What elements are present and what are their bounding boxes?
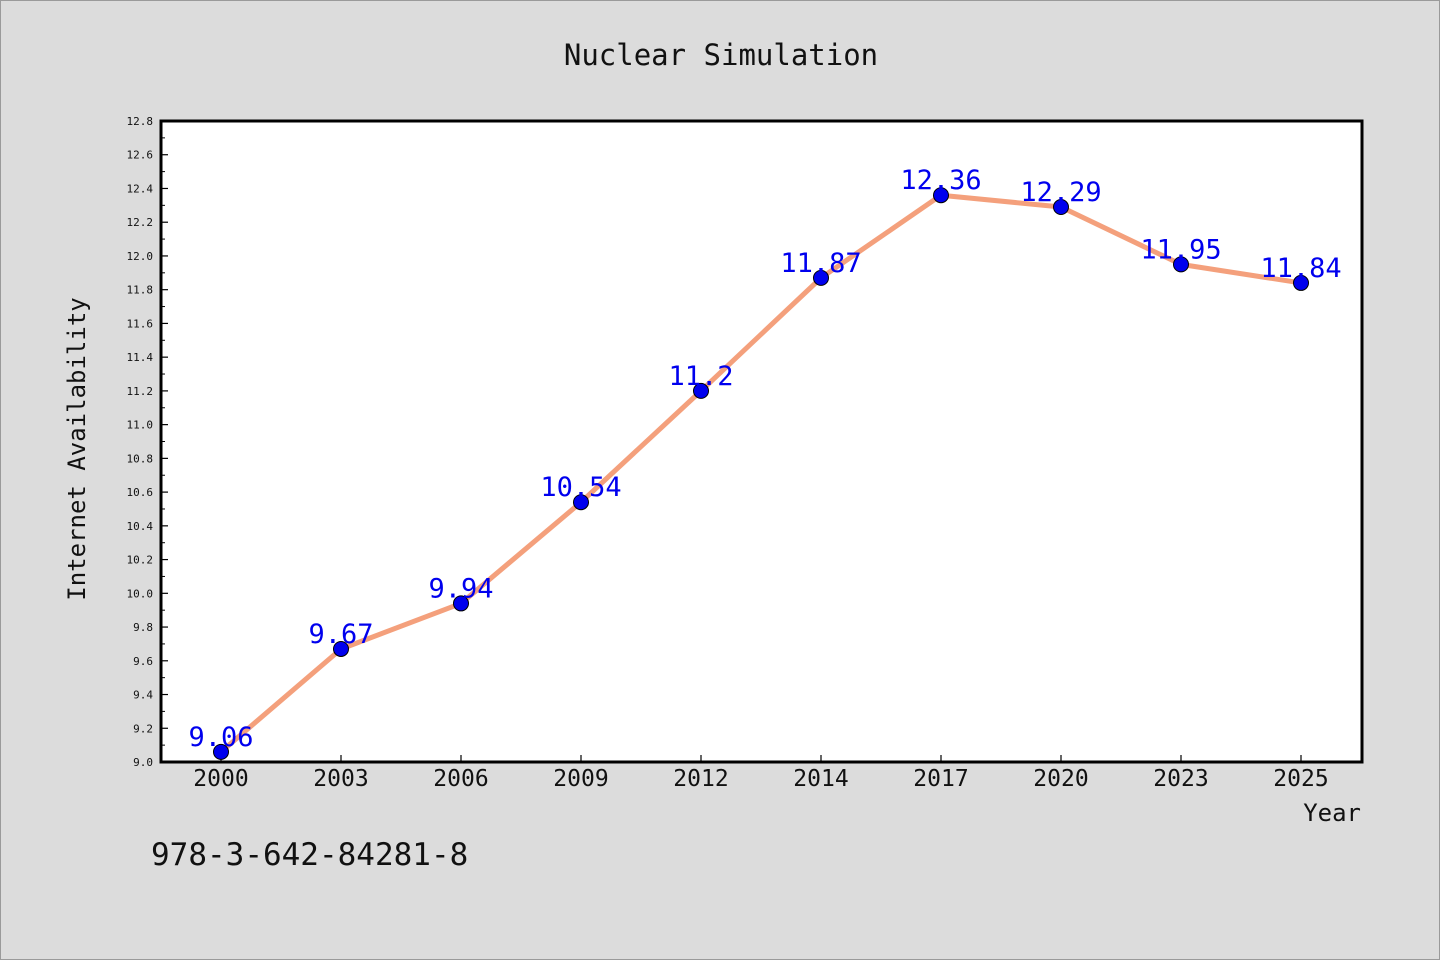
chart-title: Nuclear Simulation [564,38,878,72]
data-markers [213,187,1309,760]
x-tick-label: 2017 [913,766,968,792]
series-line [218,192,1304,755]
series-line-group [218,192,1304,755]
x-tick-label: 2014 [793,766,848,792]
data-point [1053,199,1069,216]
data-label: 10.54 [540,472,621,503]
data-label: 9.06 [188,722,253,753]
data-label: 11.87 [780,248,861,279]
y-axis-label: Internet Availability [63,297,91,600]
data-point [693,382,709,399]
data-point [573,494,589,511]
data-label: 11.84 [1260,253,1341,284]
y-tick-label: 11.8 [127,284,154,297]
y-tick-label: 11.2 [127,385,154,398]
y-axis: 9.0 9.2 9.4 9.6 9.8 10.0 10.2 10.4 10.6 10.8 11.0 1… [127,115,168,769]
y-tick-label: 12.6 [127,149,154,162]
x-axis: 2000 2003 2006 2009 2012 2014 2017 2020 2023 2025 [193,755,1329,792]
data-point [1293,274,1309,291]
y-tick-label: 9.6 [133,655,153,668]
y-tick-label: 10.4 [127,520,154,533]
y-tick-label: 9.2 [133,722,153,735]
y-tick-label: 9.4 [133,689,153,702]
data-point [333,640,349,657]
x-tick-label: 2025 [1273,766,1328,792]
data-point [453,595,469,612]
y-tick-label: 10.0 [127,587,154,600]
data-label: 9.67 [308,619,373,650]
data-label: 9.94 [428,573,493,604]
data-label: 11.95 [1140,234,1221,265]
data-labels: 9.06 9.67 9.94 10.54 11.2 11.87 12.36 12.29 11.9… [188,165,1341,753]
y-tick-label: 10.6 [127,486,154,499]
data-label: 11.2 [668,361,733,392]
isbn-text: 978-3-642-84281-8 [151,837,468,873]
x-tick-label: 2006 [433,766,488,792]
y-tick-label: 9.0 [133,756,153,769]
x-tick-label: 2003 [313,766,368,792]
y-tick-label: 11.4 [127,351,154,364]
plot-area [159,119,1364,764]
x-tick-label: 2012 [673,766,728,792]
y-tick-label: 11.6 [127,317,154,330]
x-tick-label: 2020 [1033,766,1088,792]
y-tick-label: 10.2 [127,554,154,567]
data-point [213,743,229,760]
data-point [813,269,829,286]
data-label: 12.36 [900,165,981,196]
data-point [1173,256,1189,273]
y-tick-label: 11.0 [127,419,154,432]
y-tick-label: 10.8 [127,452,154,465]
x-tick-label: 2000 [193,766,248,792]
y-tick-label: 12.2 [127,216,154,229]
x-tick-label: 2023 [1153,766,1208,792]
y-tick-label: 12.8 [127,115,154,128]
x-tick-label: 2009 [553,766,608,792]
y-tick-label: 9.8 [133,621,153,634]
data-point [933,187,949,204]
y-tick-label: 12.4 [127,182,154,195]
x-axis-label: Year [1303,799,1361,827]
y-tick-label: 12.0 [127,250,154,263]
data-label: 12.29 [1020,177,1101,208]
